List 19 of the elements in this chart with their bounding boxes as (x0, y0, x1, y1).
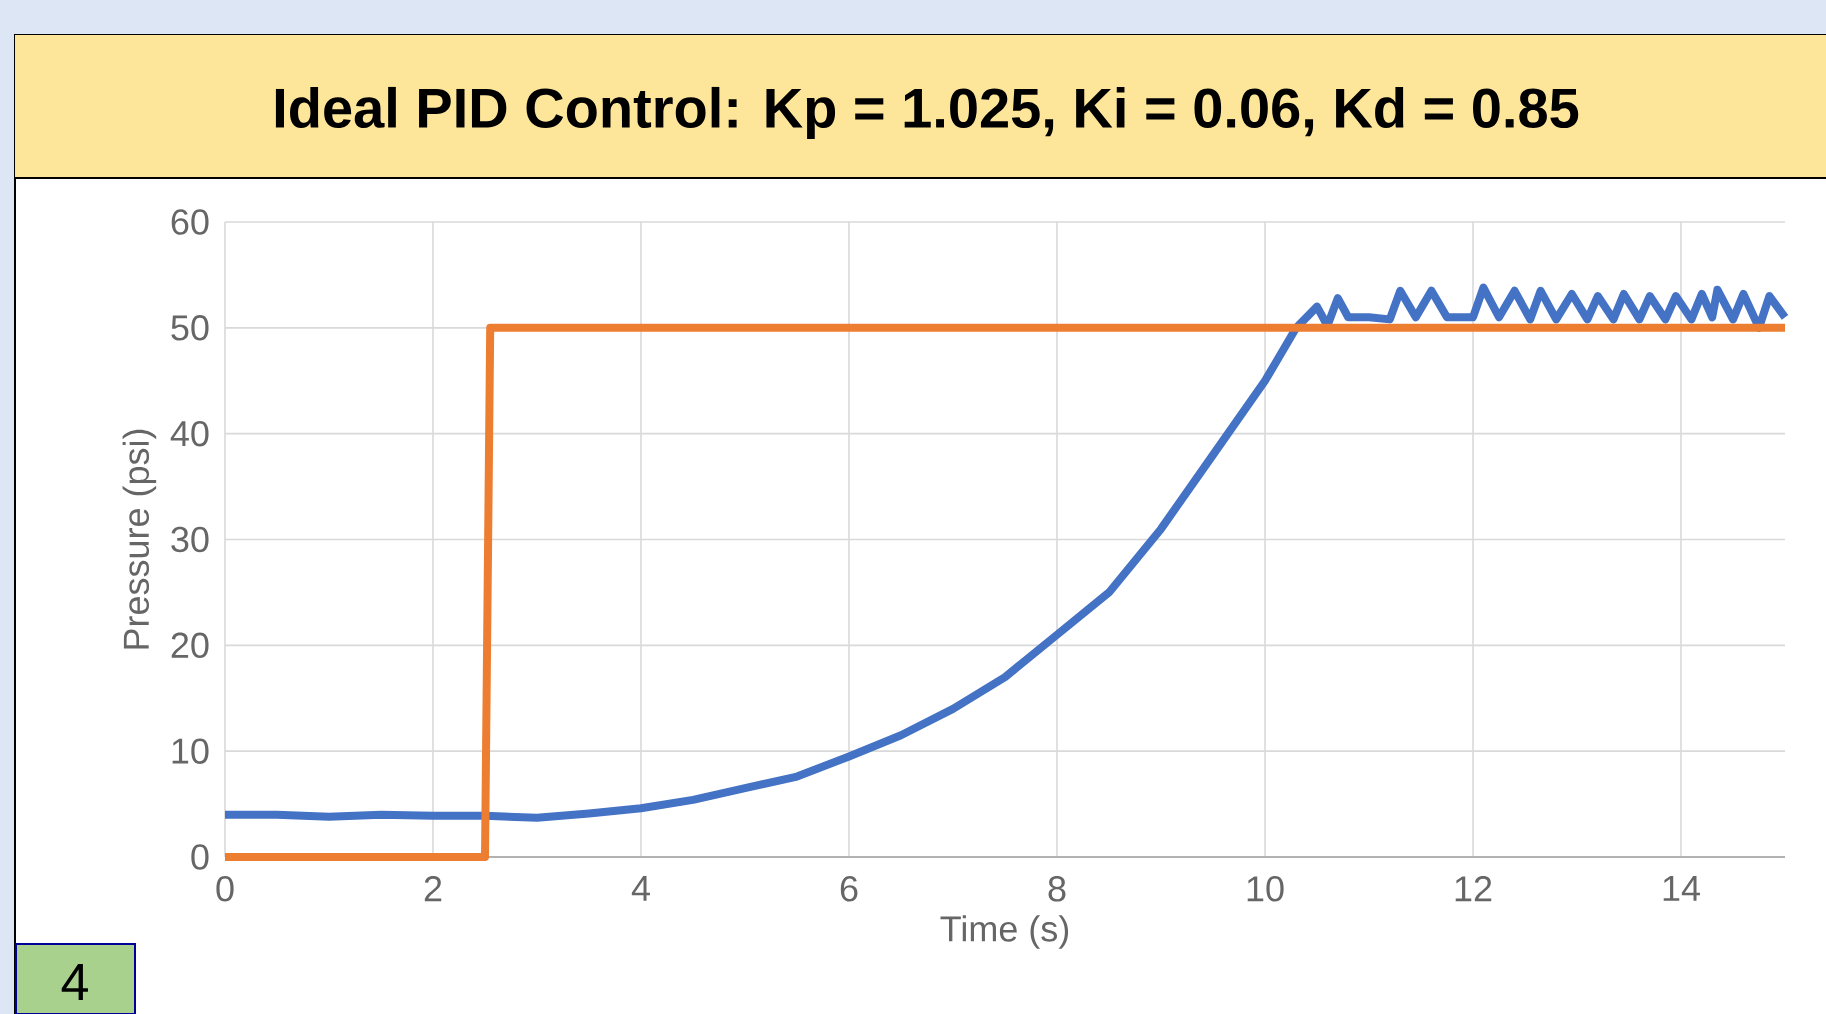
y-tick-label: 50 (171, 315, 209, 341)
x-tick-label: 8 (1048, 876, 1066, 902)
y-tick-label: 0 (191, 844, 209, 870)
y-axis-title: Pressure (psi) (122, 429, 157, 649)
y-tick-label: 60 (171, 209, 209, 235)
x-tick-label: 0 (216, 876, 234, 902)
x-tick-label: 12 (1455, 876, 1492, 902)
x-tick-label: 2 (424, 876, 442, 902)
chart-title: Ideal PID Control: Kp = 1.025, Ki = 0.06, Kd = 0.85 (275, 86, 1579, 140)
x-tick-label: 14 (1663, 876, 1700, 901)
text: 4 (61, 964, 88, 1000)
y-tick-label: 30 (171, 526, 209, 553)
x-tick-label: 10 (1247, 876, 1284, 902)
y-tick-label: 40 (170, 420, 209, 447)
x-tick-label: 6 (840, 876, 858, 902)
y-tick-label: 20 (171, 632, 209, 659)
y-tick-label: 10 (172, 738, 209, 764)
x-tick-label: 4 (631, 876, 650, 901)
x-axis-title: Time (s) (940, 915, 1069, 949)
